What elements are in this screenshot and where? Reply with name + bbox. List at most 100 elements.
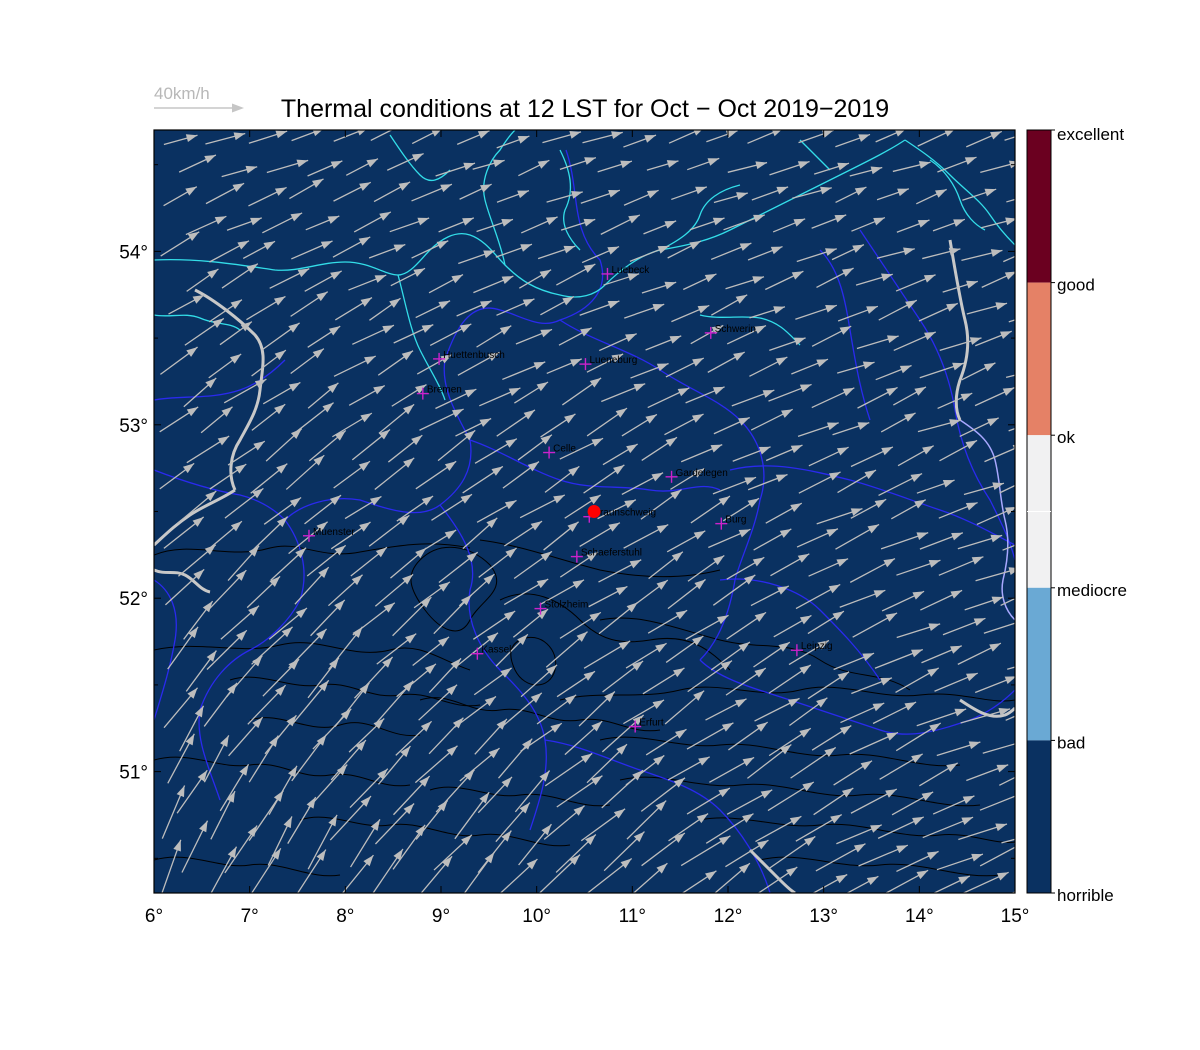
border-line [154,579,177,721]
wind-arrow [411,240,449,259]
wind-arrow [713,192,748,204]
wind-arrow [374,803,415,845]
wind-arrow [477,830,512,874]
wind-arrow [747,473,788,491]
wind-arrow [754,697,800,722]
wind-arrow [811,387,855,409]
wind-arrow [602,443,638,466]
wind-arrow [540,295,575,316]
x-tick-label: 10° [522,906,551,927]
y-tick-label: 53° [119,416,148,437]
wind-arrow [725,276,765,290]
wind-arrow [957,642,1002,665]
wind-arrow [473,275,514,294]
wind-arrow [966,130,1003,148]
wind-arrow [982,743,1015,754]
wind-arrow [473,667,512,696]
wind-arrow [966,302,1008,315]
wind-arrow [835,186,867,204]
wind-arrow [667,578,706,610]
wind-arrow [386,152,424,171]
wind-arrow [580,808,626,842]
wind-arrow [372,848,404,893]
border-line [469,439,721,492]
wind-arrow [879,753,923,780]
wind-arrow [544,465,580,493]
wind-arrow [981,271,1015,288]
wind-arrow [479,387,521,407]
map-title: Thermal conditions at 12 LST for Oct − O… [281,95,889,123]
wind-arrow [250,463,288,494]
wind-arrow [413,581,451,609]
wind-arrow [179,705,205,752]
wind-arrow [837,469,877,494]
wind-arrow [247,684,287,725]
wind-arrow [769,337,806,351]
wind-arrow [350,546,388,577]
x-tick-label: 11° [619,906,646,927]
wind-arrow [687,660,733,693]
border-line [198,519,305,801]
wind-arrow [811,325,852,347]
wind-arrow [1003,255,1015,263]
wind-arrow [428,273,464,294]
wind-arrow [477,776,513,814]
wind-arrow [476,325,512,348]
wind-arrow [626,800,667,840]
wind-arrow [369,297,401,321]
wind-arrow [219,763,250,812]
wind-arrow [920,589,963,611]
wind-arrow [287,796,317,844]
wind-arrow [726,324,767,345]
wind-arrow [665,357,705,378]
wind-arrow [765,270,804,291]
wind-arrow [767,781,815,812]
wind-arrow [161,785,186,839]
wind-arrow [961,362,996,381]
wind-arrow [270,547,307,581]
contour-line [249,717,421,737]
wind-arrow [588,585,628,608]
wind-arrow [811,725,852,751]
river-line [959,698,1015,718]
wind-arrow [344,495,382,520]
wind-arrow [582,131,623,144]
wind-arrow [307,160,343,177]
wind-arrow [540,413,576,438]
river-line [154,488,236,547]
wind-arrow [267,816,293,866]
contour-line [759,856,1001,877]
wind-arrow [855,273,893,286]
wind-arrow [919,362,965,379]
wind-arrow [390,267,426,287]
wind-arrow [438,217,475,233]
wind-arrow [250,516,289,552]
wind-arrow [934,672,978,692]
wind-arrow [731,389,775,407]
x-tick-label: 12° [714,906,743,927]
wind-arrow [706,130,738,143]
wind-arrow [462,465,504,494]
wind-arrow [419,408,464,431]
wind-arrow [795,304,838,320]
wind-arrow [711,294,748,316]
wind-arrow [373,181,411,203]
wind-arrow [685,614,729,640]
wind-arrow [856,335,899,350]
wind-arrow [896,219,930,233]
wind-arrow [640,777,686,812]
wind-arrow [671,186,708,201]
wind-arrow [813,162,850,175]
wind-arrow [176,490,217,525]
wind-arrow [713,416,750,435]
wind-arrow [163,687,199,729]
wind-arrow [345,158,379,176]
coast-line [659,184,741,251]
reference-vector-label: 40km/h [154,84,210,103]
wind-arrow [890,499,927,520]
wind-arrow [837,305,879,322]
wind-arrow [835,523,880,550]
wind-arrow [163,134,198,146]
wind-arrow [437,429,476,462]
wind-arrow [354,656,394,699]
